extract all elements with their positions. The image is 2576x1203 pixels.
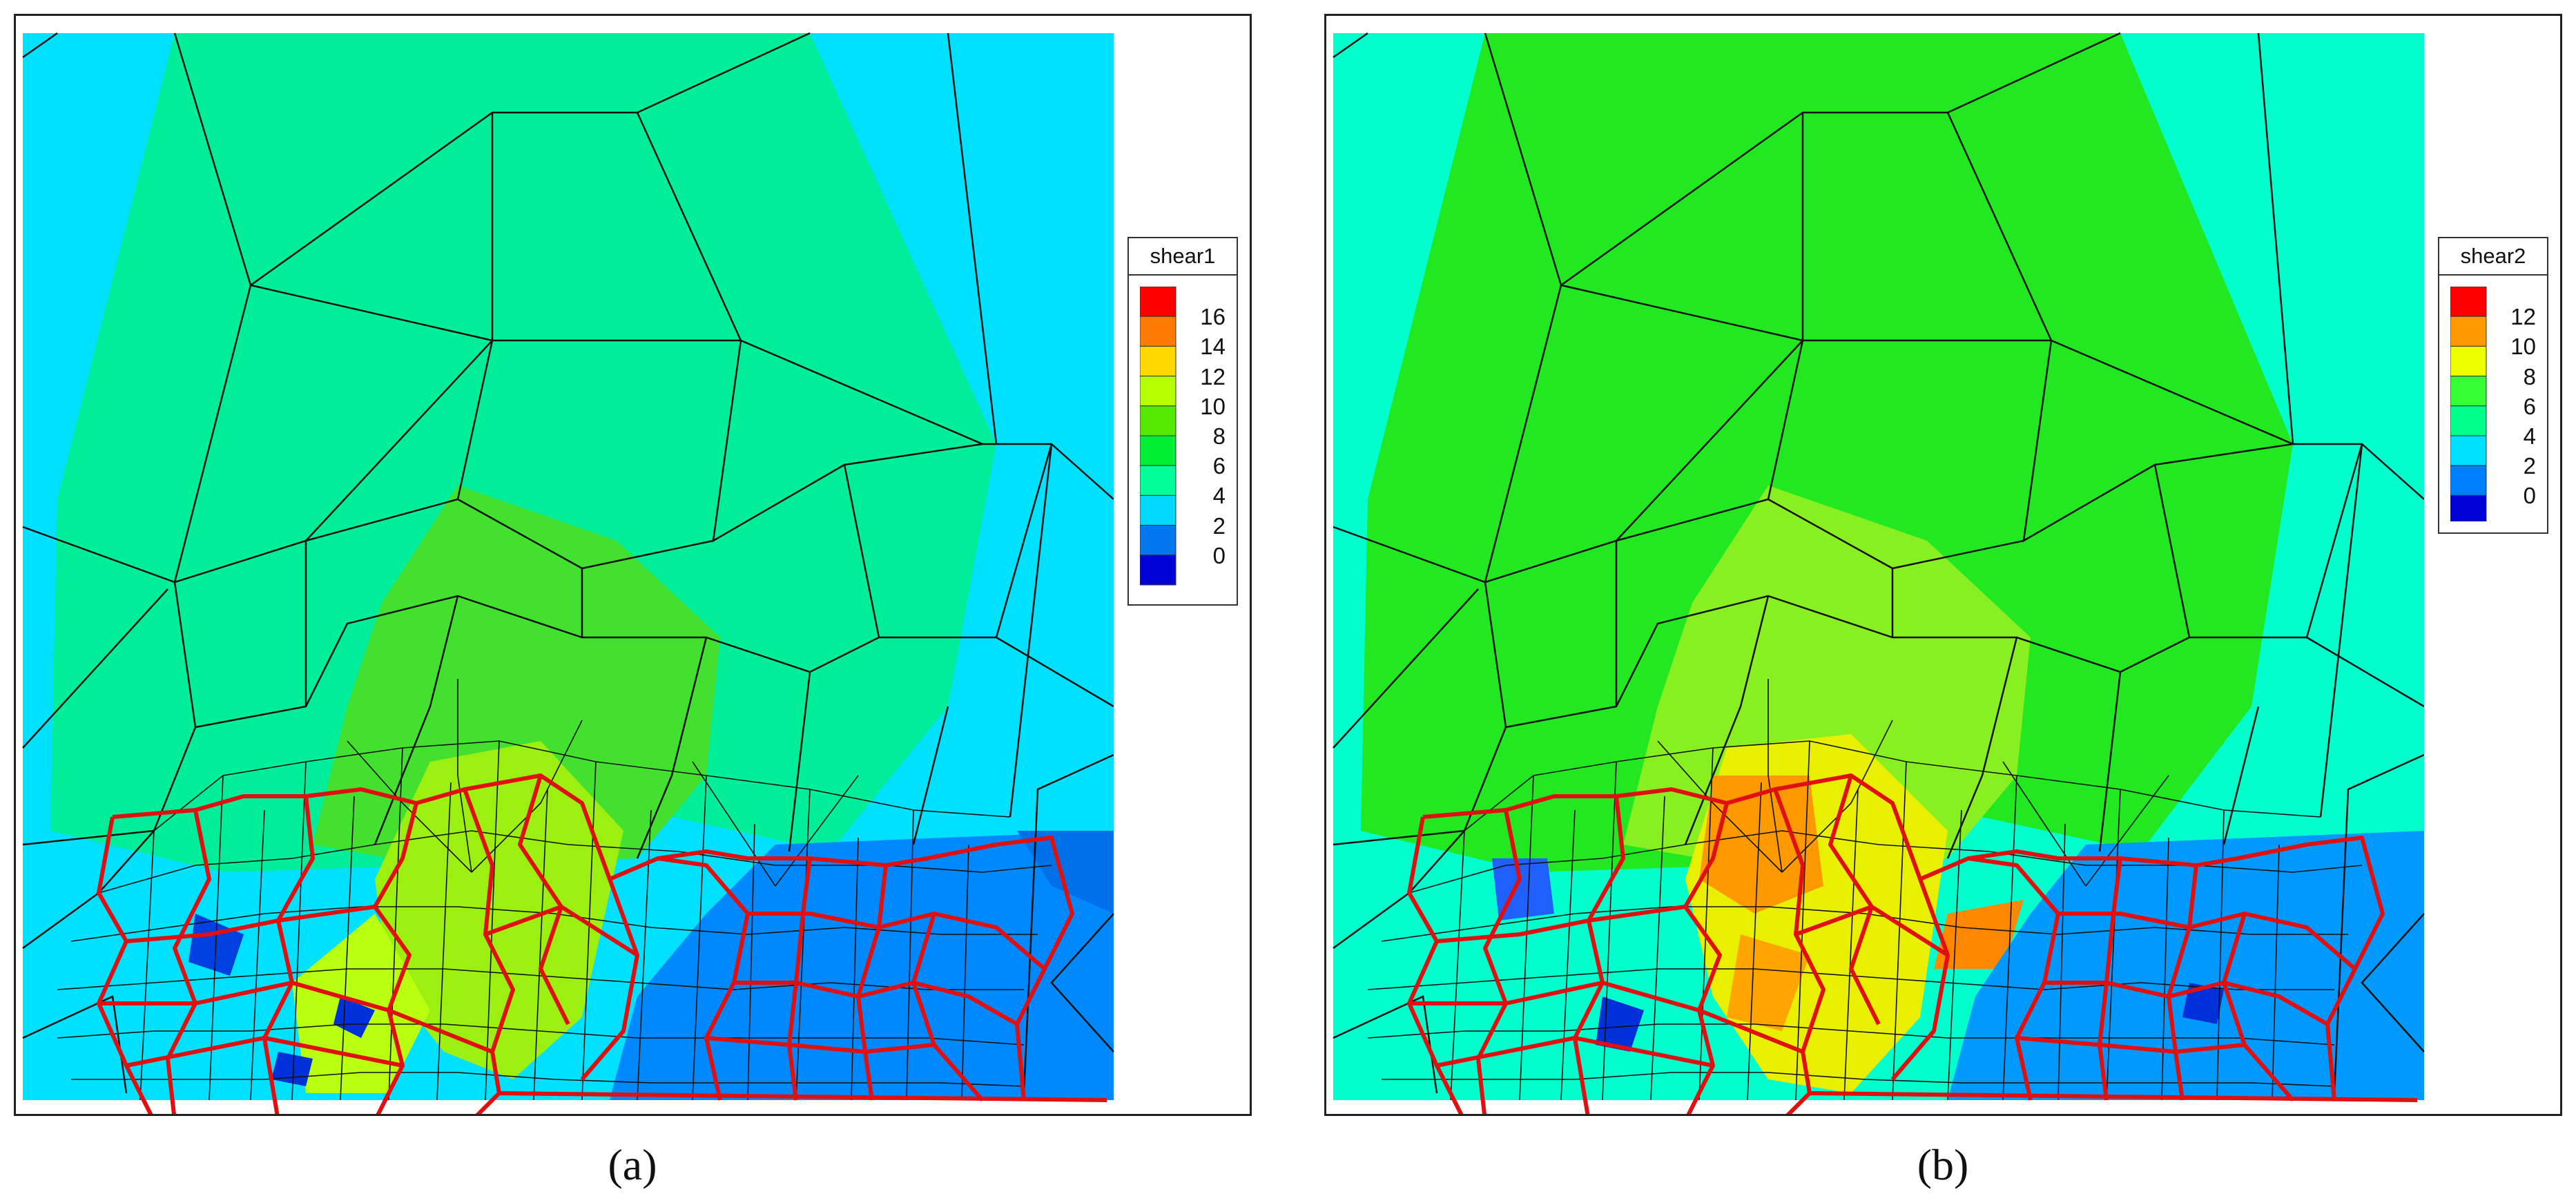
colorbar-b [2450, 287, 2487, 521]
caption-a: (a) [608, 1140, 657, 1189]
panel-a: shear1 16 14 12 10 8 6 4 2 0 [14, 14, 1252, 1116]
colorbar-swatch [1140, 555, 1176, 586]
colorbar-swatch [1140, 376, 1176, 407]
caption-b: (b) [1917, 1140, 1969, 1189]
colorbar-tick-label: 0 [2523, 483, 2536, 509]
colorbar-tick-label: 2 [2523, 453, 2536, 479]
colorbar-swatch [2450, 435, 2487, 466]
legend-divider-b [2439, 274, 2547, 276]
colorbar-swatch [1140, 525, 1176, 556]
colorbar-tick-label: 12 [2510, 304, 2536, 330]
colorbar-swatch [2450, 345, 2487, 377]
colorbar-a [1140, 287, 1176, 586]
colorbar-swatch [1140, 287, 1176, 317]
colorbar-swatch [1140, 465, 1176, 496]
mesh-plot-a [22, 32, 1114, 1114]
colorbar-swatch [1140, 405, 1176, 436]
colorbar-swatch [1140, 494, 1176, 526]
colorbar-tick-label: 10 [1200, 393, 1226, 419]
mesh-plot-b [1333, 32, 2425, 1114]
legend-title-a: shear1 [1150, 244, 1216, 268]
colorbar-tick-label: 6 [2523, 393, 2536, 419]
legend-a: shear1 16 14 12 10 8 6 4 2 0 [1127, 237, 1238, 606]
colorbar-swatch [2450, 494, 2487, 521]
colorbar-tick-label: 14 [1200, 334, 1226, 360]
colorbar-swatch [2450, 465, 2487, 496]
colorbar-tick-label: 12 [1200, 363, 1226, 389]
colorbar-swatch [2450, 376, 2487, 407]
colorbar-tick-label: 2 [1212, 512, 1226, 539]
colorbar-tick-label: 0 [1212, 542, 1226, 568]
colorbar-swatch [1140, 345, 1176, 377]
colorbar-tick-label: 16 [1200, 304, 1226, 330]
colorbar-tick-label: 8 [1212, 423, 1226, 449]
colorbar-swatch [2450, 287, 2487, 317]
colorbar-swatch [1140, 435, 1176, 466]
colorbar-tick-label: 10 [2510, 334, 2536, 360]
colorbar-tick-label: 8 [2523, 363, 2536, 389]
colorbar-swatch [2450, 405, 2487, 436]
colorbar-tick-label: 4 [2523, 423, 2536, 449]
legend-b: shear2 12 10 8 6 4 2 0 [2438, 237, 2548, 534]
legend-title-b: shear2 [2460, 244, 2526, 268]
colorbar-tick-label: 6 [1212, 453, 1226, 479]
panel-b: shear2 12 10 8 6 4 2 0 [1324, 14, 2562, 1116]
colorbar-swatch [1140, 316, 1176, 347]
colorbar-tick-label: 4 [1212, 483, 1226, 509]
colorbar-swatch [2450, 316, 2487, 347]
legend-divider-a [1129, 274, 1237, 276]
